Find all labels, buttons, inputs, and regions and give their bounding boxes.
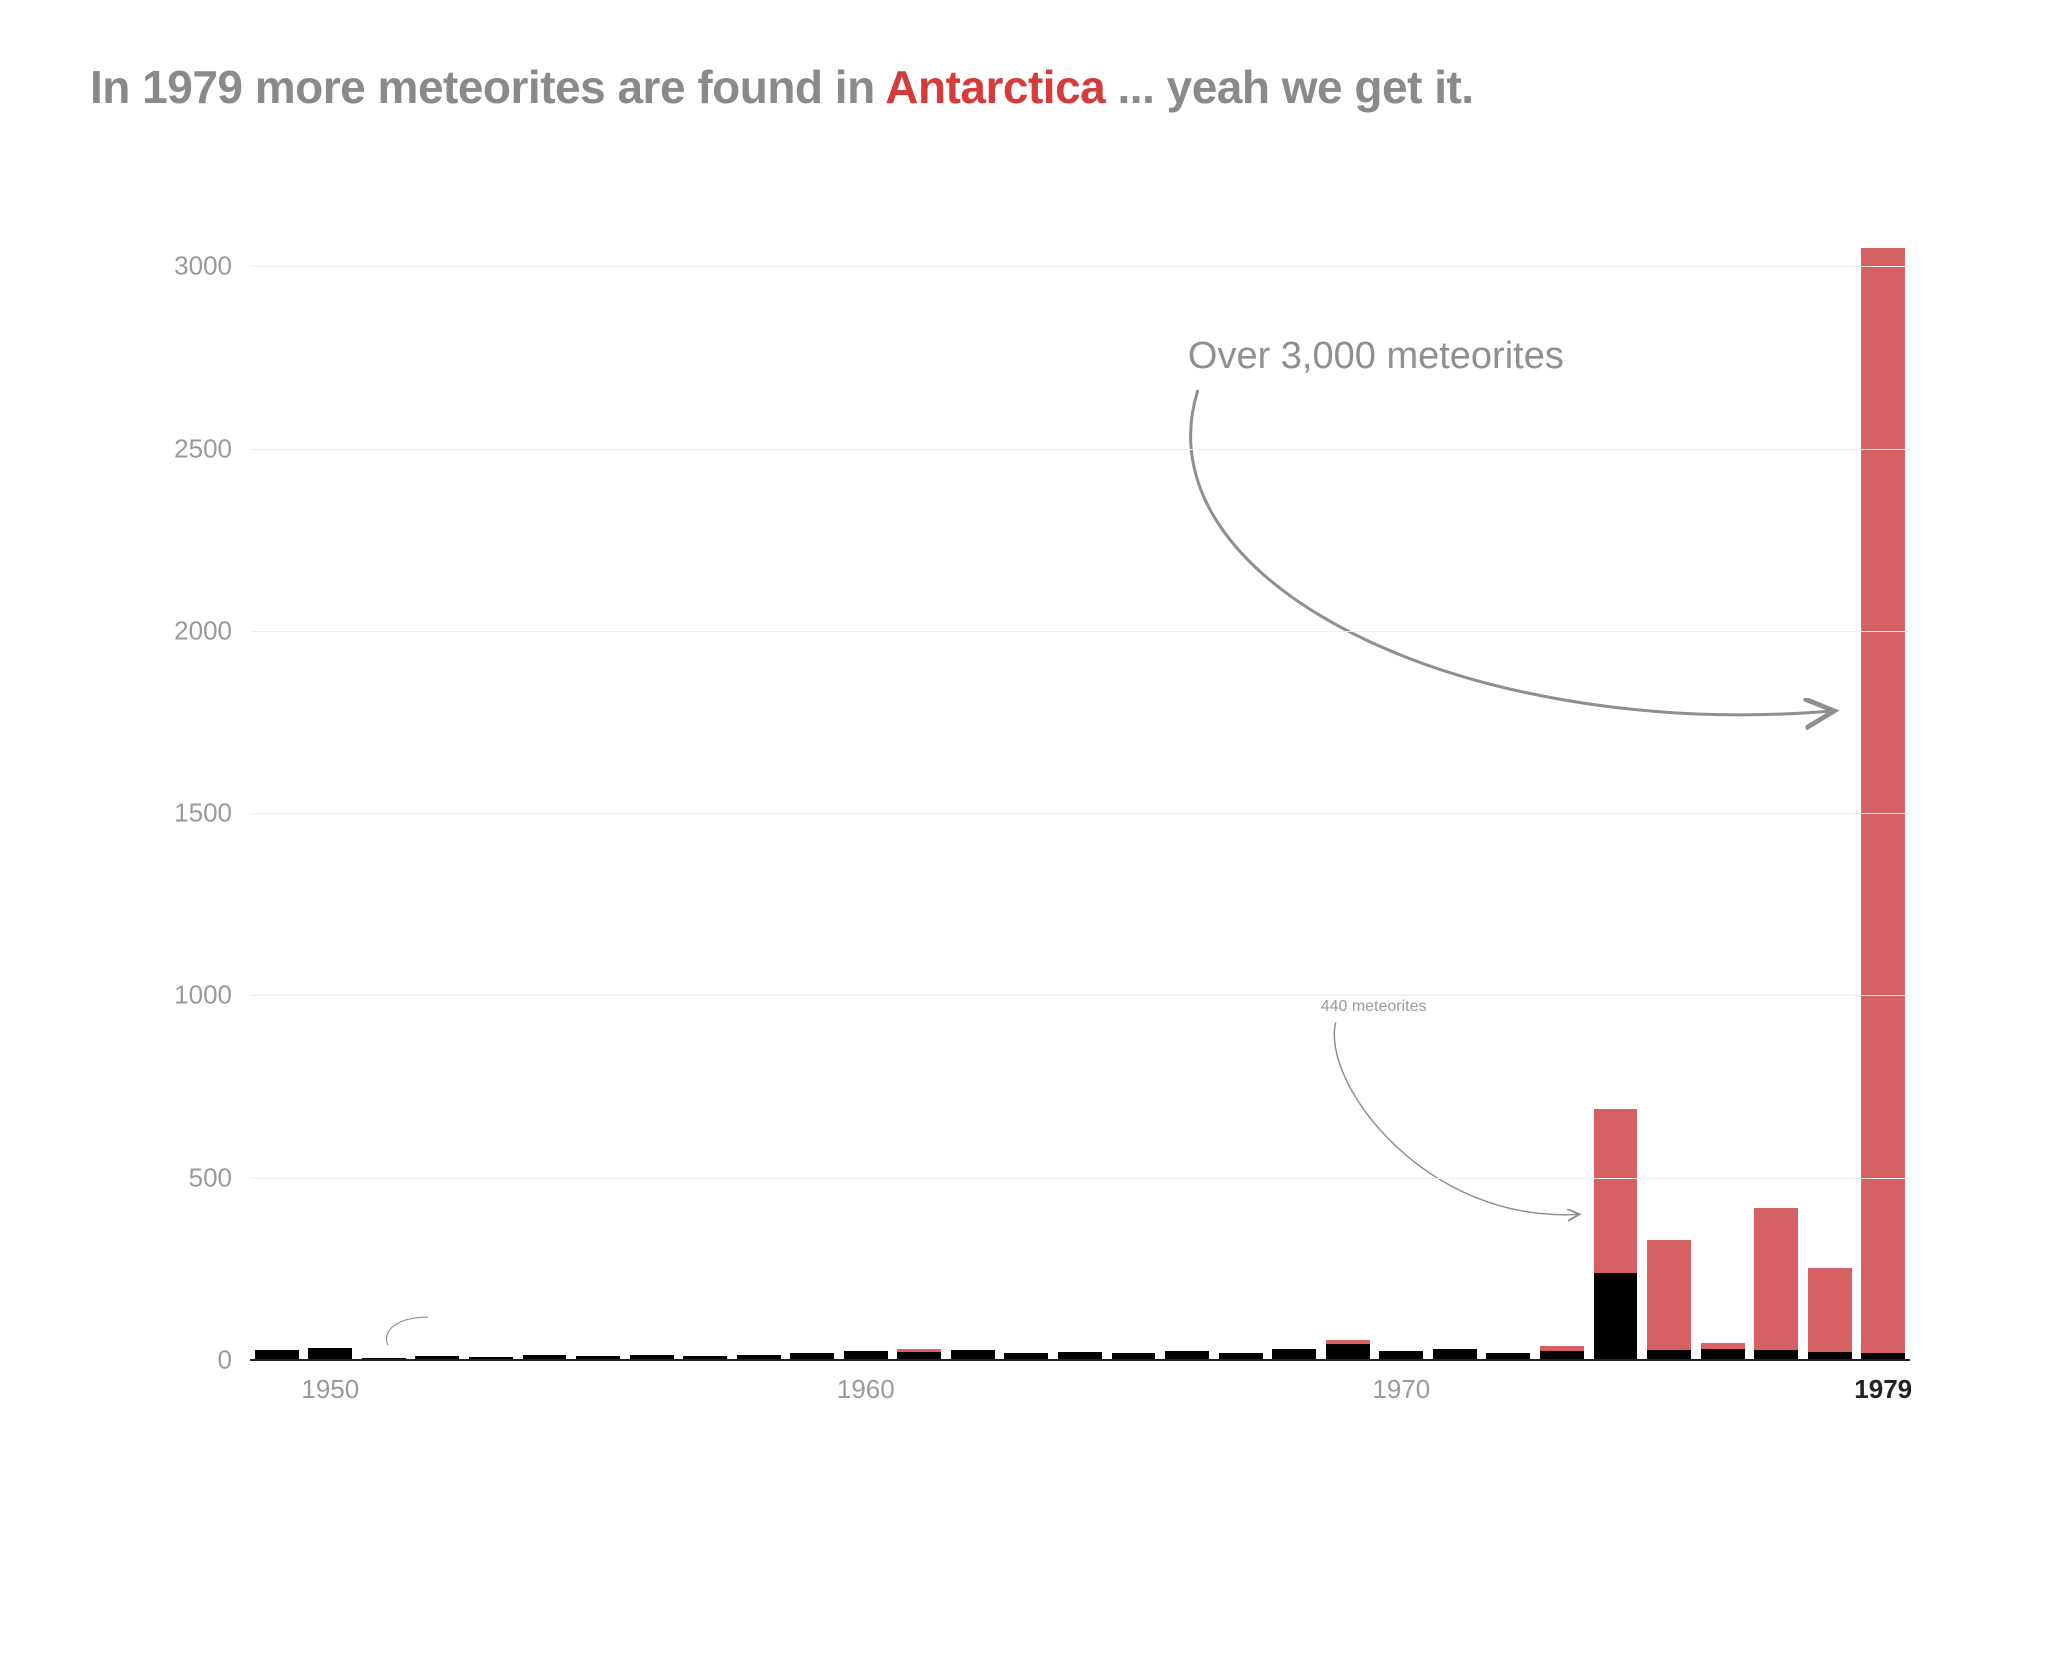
chart-title: In 1979 more meteorites are found in Ant… — [90, 60, 1963, 114]
y-axis-tick: 3000 — [174, 251, 250, 282]
title-post: ... yeah we get it. — [1105, 61, 1473, 113]
x-axis-tick: 1960 — [837, 1360, 895, 1405]
y-axis-tick: 500 — [189, 1162, 250, 1193]
x-axis-baseline — [250, 1359, 1910, 1361]
title-pre: In 1979 more meteorites are found in — [90, 61, 885, 113]
y-axis-tick: 0 — [218, 1345, 250, 1376]
detail-hook-icon — [250, 230, 1910, 1360]
gridline — [250, 266, 1910, 267]
x-axis-tick: 1950 — [301, 1360, 359, 1405]
x-axis-tick: 1979 — [1854, 1360, 1912, 1405]
y-axis-tick: 1500 — [174, 798, 250, 829]
y-axis-tick: 2000 — [174, 615, 250, 646]
gridline — [250, 995, 1910, 996]
title-highlight: Antarctica — [885, 61, 1105, 113]
x-axis-tick: 1970 — [1372, 1360, 1430, 1405]
plot-area: Over 3,000 meteorites 440 meteorites — [250, 230, 1910, 1360]
y-axis-tick: 1000 — [174, 980, 250, 1011]
gridline — [250, 813, 1910, 814]
gridline — [250, 449, 1910, 450]
chart: Over 3,000 meteorites 440 meteorites — [110, 200, 1940, 1500]
gridline — [250, 631, 1910, 632]
y-axis-tick: 2500 — [174, 433, 250, 464]
gridline — [250, 1178, 1910, 1179]
